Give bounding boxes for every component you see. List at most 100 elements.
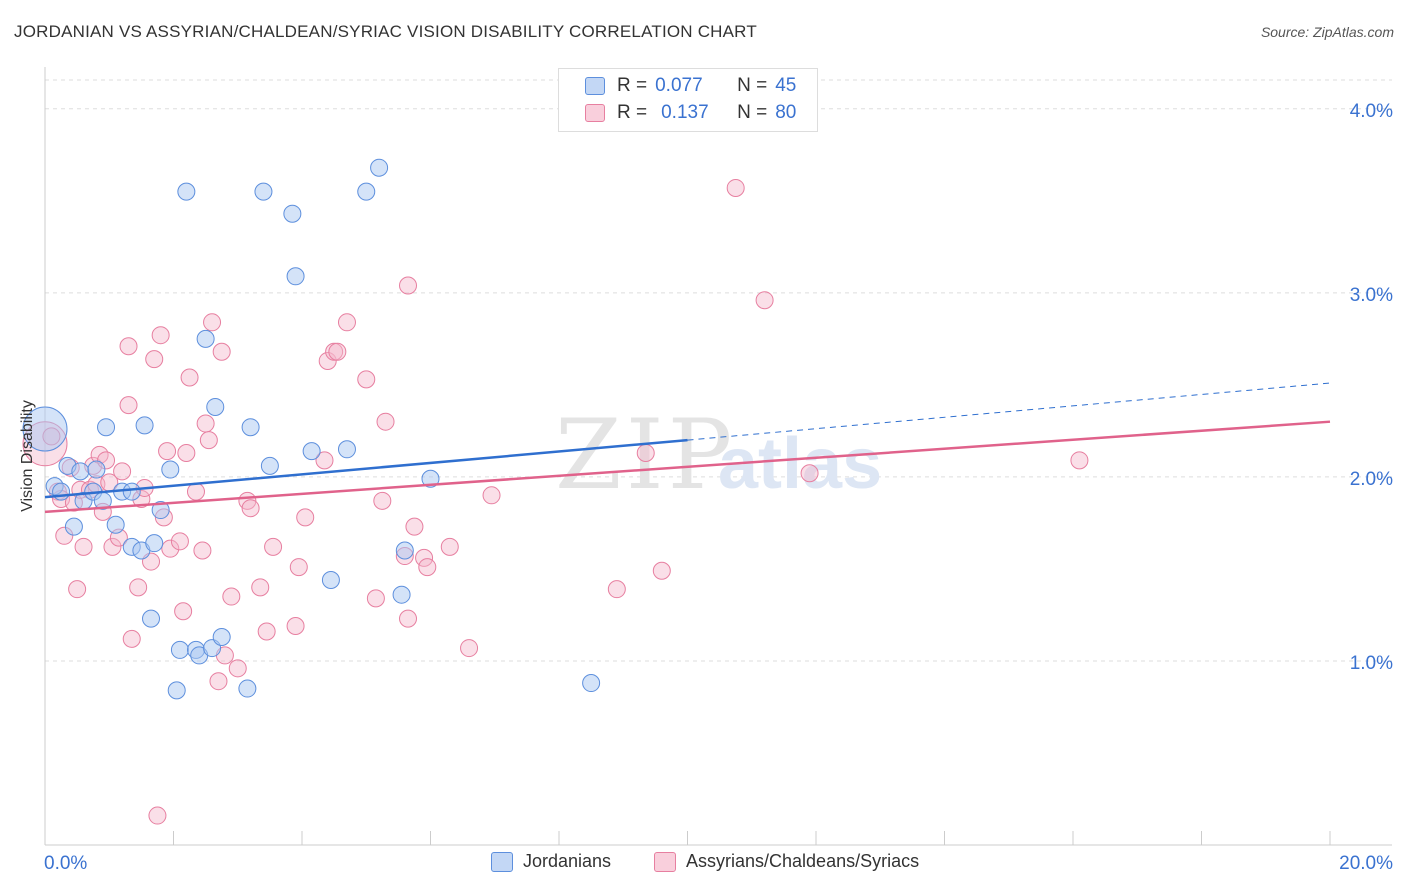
- point-jordanians: [151, 501, 170, 520]
- point-assyrians: [286, 616, 305, 635]
- point-assyrians: [357, 370, 376, 389]
- legend-item-jordanians[interactable]: Jordanians: [491, 851, 611, 872]
- legend-item-assyrians[interactable]: Assyrians/Chaldeans/Syriacs: [654, 851, 919, 872]
- point-assyrians: [440, 537, 459, 556]
- legend-swatch-blue: [585, 77, 605, 95]
- point-jordanians: [337, 440, 356, 459]
- y-tick-label: 2.0%: [1350, 469, 1393, 490]
- point-jordanians: [321, 570, 340, 589]
- grid-lines: [45, 79, 1392, 662]
- series-legend: Jordanians Assyrians/Chaldeans/Syriacs: [0, 851, 1406, 877]
- point-assyrians: [177, 443, 196, 462]
- point-assyrians: [328, 342, 347, 361]
- x-tick-label: 20.0%: [1339, 853, 1393, 874]
- point-jordanians: [286, 267, 305, 286]
- point-jordanians: [64, 517, 83, 536]
- point-assyrians: [158, 442, 177, 461]
- point-assyrians: [196, 414, 215, 433]
- point-assyrians: [257, 622, 276, 641]
- point-jordanians: [370, 158, 389, 177]
- x-tick-label: 0.0%: [44, 853, 87, 874]
- trend-lines: [44, 382, 1331, 514]
- point-jordanians: [254, 182, 273, 201]
- point-assyrians: [337, 313, 356, 332]
- trend-line-jordanians-extension: [687, 382, 1331, 441]
- point-jordanians: [145, 534, 164, 553]
- legend-n-value: 45: [775, 75, 797, 96]
- point-assyrians: [199, 431, 218, 450]
- point-jordanians: [142, 609, 161, 628]
- point-assyrians: [129, 578, 148, 597]
- legend-n-label: N =: [737, 75, 768, 96]
- point-assyrians: [460, 639, 479, 658]
- watermark-atlas: atlas: [718, 424, 882, 504]
- y-tick-label: 4.0%: [1350, 101, 1393, 122]
- point-jordanians: [212, 628, 231, 647]
- point-jordanians: [395, 541, 414, 560]
- point-assyrians: [636, 443, 655, 462]
- legend-swatch-pink: [654, 851, 676, 872]
- legend-row-jordanians: R = 0.077 N = 45: [585, 74, 796, 98]
- axes: [44, 67, 1392, 846]
- point-jordanians: [206, 397, 225, 416]
- point-assyrians: [418, 558, 437, 577]
- point-assyrians: [318, 351, 337, 370]
- point-assyrians: [726, 178, 745, 197]
- point-assyrians: [296, 508, 315, 527]
- point-assyrians: [212, 342, 231, 361]
- point-assyrians: [755, 291, 774, 310]
- point-assyrians: [1070, 451, 1089, 470]
- point-assyrians: [186, 482, 205, 501]
- legend-label: Jordanians: [523, 851, 612, 871]
- trend-line-jordanians: [44, 438, 688, 499]
- point-assyrians: [241, 499, 260, 518]
- point-assyrians: [399, 609, 418, 628]
- legend-label: Assyrians/Chaldeans/Syriacs: [686, 851, 920, 871]
- legend-r-label: R =: [617, 75, 648, 96]
- point-assyrians: [228, 659, 247, 678]
- point-jordanians: [22, 406, 68, 452]
- point-assyrians: [373, 491, 392, 510]
- legend-swatch-blue: [491, 851, 513, 872]
- point-jordanians: [135, 416, 154, 435]
- stats-legend: R = 0.077 N = 45 R = 0.137 N = 80: [558, 68, 818, 132]
- point-jordanians: [87, 460, 106, 479]
- point-assyrians: [289, 558, 308, 577]
- point-assyrians: [161, 539, 180, 558]
- point-assyrians: [170, 532, 189, 551]
- y-axis-label: Vision Disability: [19, 400, 36, 512]
- point-jordanians: [170, 640, 189, 659]
- point-assyrians: [122, 629, 141, 648]
- point-assyrians: [68, 580, 87, 599]
- watermark-zip: ZIP: [555, 399, 736, 511]
- point-jordanians: [177, 182, 196, 201]
- point-assyrians: [376, 412, 395, 431]
- point-jordanians: [357, 182, 376, 201]
- point-assyrians: [180, 368, 199, 387]
- legend-r-label: R =: [617, 102, 648, 123]
- point-jordanians: [106, 515, 125, 534]
- point-jordanians: [582, 674, 601, 693]
- point-jordanians: [260, 456, 279, 475]
- point-jordanians: [196, 329, 215, 348]
- legend-n-value: 80: [775, 102, 797, 123]
- legend-swatch-pink: [585, 104, 605, 122]
- tick-labels: 1.0% 2.0% 3.0% 4.0% 0.0% 20.0%: [44, 101, 1393, 874]
- point-assyrians: [607, 580, 626, 599]
- point-assyrians: [193, 541, 212, 560]
- point-jordanians: [421, 469, 440, 488]
- point-jordanians: [71, 462, 90, 481]
- point-jordanians: [167, 681, 186, 700]
- y-tick-label: 3.0%: [1350, 285, 1393, 306]
- point-assyrians: [151, 326, 170, 345]
- point-jordanians: [122, 482, 141, 501]
- point-assyrians: [482, 486, 501, 505]
- point-jordanians: [238, 679, 257, 698]
- point-assyrians: [145, 350, 164, 369]
- source-label: Source: ZipAtlas.com: [1260, 24, 1394, 40]
- point-assyrians: [103, 537, 122, 556]
- point-assyrians: [264, 537, 283, 556]
- point-assyrians: [222, 587, 241, 606]
- legend-n-label: N =: [737, 102, 768, 123]
- point-assyrians: [399, 276, 418, 295]
